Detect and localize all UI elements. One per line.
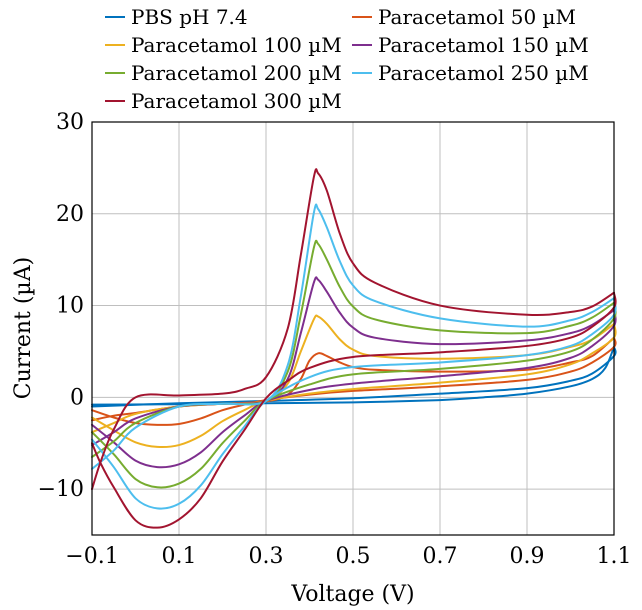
y-tick-label: 0: [70, 385, 84, 410]
series-6: [91, 168, 617, 529]
series-line-reverse: [91, 322, 617, 449]
legend-label: Paracetamol 50 µM: [378, 5, 576, 29]
series-line-reverse: [91, 291, 617, 529]
series-2: [91, 314, 617, 449]
y-axis-label: Current (µA): [11, 257, 36, 399]
legend-item: Paracetamol 150 µM: [352, 33, 589, 57]
x-axis-label: Voltage (V): [290, 582, 414, 607]
legend-item: Paracetamol 250 µM: [352, 61, 589, 85]
y-tick-label: 10: [56, 294, 84, 319]
legend-item: Paracetamol 200 µM: [105, 61, 342, 85]
series-4: [91, 239, 617, 489]
x-tick-label: 0.5: [336, 544, 371, 569]
legend-label: Paracetamol 300 µM: [131, 89, 342, 113]
legend-label: Paracetamol 100 µM: [131, 33, 342, 57]
legend-item: Paracetamol 100 µM: [105, 33, 342, 57]
y-tick-label: 20: [56, 202, 84, 227]
series-line-reverse: [91, 345, 617, 408]
legend-item: Paracetamol 300 µM: [105, 89, 342, 113]
x-tick-label: −0.1: [65, 544, 118, 569]
plot-frame: [91, 121, 615, 536]
y-tick-label: 30: [56, 110, 84, 135]
x-tick-label: 0.3: [249, 544, 284, 569]
series-5: [91, 203, 617, 510]
y-tick-label: −10: [38, 477, 84, 502]
x-tick-label: 0.9: [510, 544, 545, 569]
legend: PBS pH 7.4 Paracetamol 50 µM Paracetamol 1…: [105, 5, 589, 113]
series-line-forward: [91, 168, 615, 491]
x-tick-labels: −0.1 0.1 0.3 0.5 0.7 0.9 1.1: [65, 544, 631, 569]
series-line-reverse: [91, 297, 617, 510]
series-layer: [91, 168, 617, 529]
x-tick-label: 1.1: [597, 544, 632, 569]
legend-label: Paracetamol 150 µM: [378, 33, 589, 57]
y-tick-labels: −10 0 10 20 30: [38, 110, 84, 502]
legend-item: Paracetamol 50 µM: [352, 5, 576, 29]
x-tick-label: 0.7: [423, 544, 458, 569]
legend-label: Paracetamol 250 µM: [378, 61, 589, 85]
legend-label: Paracetamol 200 µM: [131, 61, 342, 85]
legend-item: PBS pH 7.4: [105, 5, 248, 29]
x-tick-label: 0.1: [162, 544, 197, 569]
legend-label: PBS pH 7.4: [131, 5, 248, 29]
series-line-forward: [91, 203, 615, 470]
